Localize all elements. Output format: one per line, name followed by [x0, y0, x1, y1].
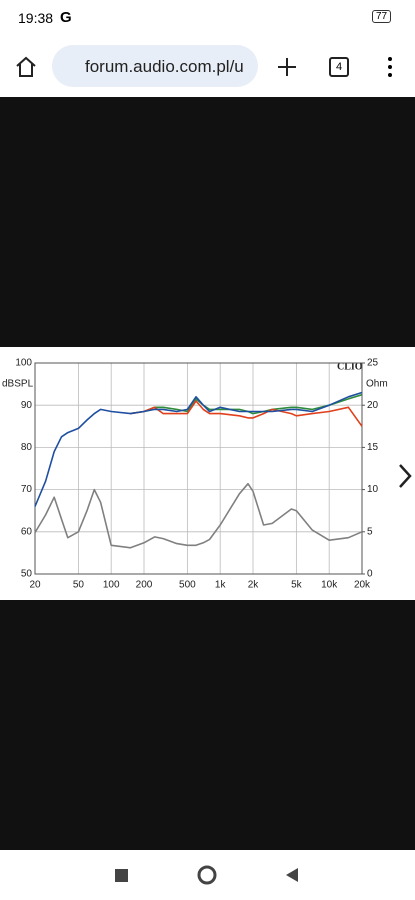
series-line	[34, 482, 363, 549]
battery: 77	[372, 10, 392, 23]
y2-tick-label: 5	[367, 526, 373, 537]
series-line	[34, 391, 363, 507]
url: forum.audio.com.pl/u	[85, 57, 244, 76]
x-tick-label: 100	[103, 580, 120, 591]
home-button[interactable]	[14, 55, 38, 79]
home-nav-button[interactable]	[197, 865, 217, 885]
x-tick-label: 20k	[354, 580, 371, 591]
back-button[interactable]	[286, 868, 298, 882]
x-tick-label: 1k	[215, 580, 227, 591]
black-area	[0, 97, 415, 347]
y-tick-label: 60	[21, 526, 33, 537]
y-tick-label: 90	[21, 400, 33, 411]
url-bar[interactable]: forum.audio.com.pl/u	[52, 45, 258, 87]
x-tick-label: 200	[136, 580, 153, 591]
y-axis-label: dBSPL	[2, 379, 34, 390]
recents-button[interactable]	[115, 869, 128, 882]
y2-tick-label: 20	[367, 400, 379, 411]
series-line	[130, 400, 363, 427]
menu[interactable]	[378, 55, 402, 79]
series-line	[130, 393, 363, 415]
x-tick-label: 20	[29, 580, 41, 591]
brand: CLIO	[337, 361, 363, 372]
nav-bar	[115, 865, 298, 885]
x-tick-label: 5k	[291, 580, 303, 591]
plot-frame	[34, 362, 363, 575]
y-tick-label: 50	[21, 569, 33, 580]
x-tick-label: 500	[179, 580, 196, 591]
x-tick-label: 50	[73, 580, 85, 591]
browser-bar: forum.audio.com.pl/u 4	[0, 38, 415, 96]
black-area	[0, 600, 415, 850]
status-bar: 19:38 G 77	[0, 0, 415, 36]
y2-axis-label: Ohm	[366, 379, 388, 390]
tab-count[interactable]: 4	[329, 57, 349, 77]
y2-tick-label: 10	[367, 484, 379, 495]
next-arrow[interactable]	[397, 462, 413, 490]
y2-tick-label: 0	[367, 569, 373, 580]
chart: CLIO dBSPL Ohm 50 60 70 80 90 100 0 5 10 15 20 25 20…	[0, 347, 415, 600]
x-tick-label: 10k	[321, 580, 338, 591]
y2-tick-label: 25	[367, 358, 379, 369]
new-tab[interactable]	[275, 55, 299, 79]
g-icon: G	[60, 9, 72, 26]
y-tick-label: 70	[21, 484, 33, 495]
x-tick-label: 2k	[248, 580, 260, 591]
y-tick-label: 80	[21, 442, 33, 453]
y-tick-label: 100	[15, 358, 32, 369]
y2-tick-label: 15	[367, 442, 379, 453]
time: 19:38	[18, 10, 54, 26]
